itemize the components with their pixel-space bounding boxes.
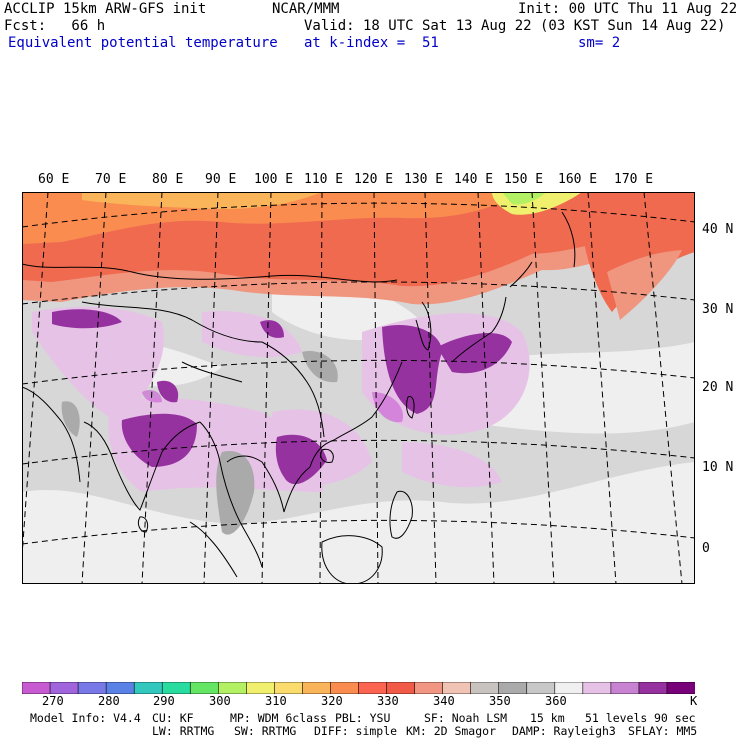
colorbar-tick: 320 — [321, 694, 343, 708]
level-index: at k-index = 51 — [304, 35, 439, 51]
timestep: 90 sec — [654, 711, 696, 725]
colorbar-swatch — [161, 682, 192, 694]
lon-label: 110 E — [304, 172, 344, 187]
colorbar-swatch — [470, 682, 500, 694]
colorbar-swatch — [302, 682, 332, 694]
init-time: Init: 00 UTC Thu 11 Aug 22 — [518, 1, 738, 17]
graticule — [22, 192, 695, 584]
colorbar-tick: 360 — [545, 694, 567, 708]
colorbar-swatch — [582, 682, 612, 694]
model-version: Model Info: V4.4 — [30, 711, 141, 725]
field-band-305 — [502, 192, 547, 205]
cumulus-scheme: CU: KF — [152, 711, 194, 725]
longwave-scheme: LW: RRTMG — [152, 724, 215, 738]
eddy-coefficient: KM: 2D Smagor — [406, 724, 497, 738]
surface-layer: SFLAY: MM5 — [628, 724, 698, 738]
lon-label: 60 E — [38, 172, 70, 187]
colorbar-swatch — [133, 682, 164, 694]
colorbar-swatch — [498, 682, 528, 694]
field-band-370 — [52, 309, 512, 485]
colorbar-tick: 270 — [42, 694, 64, 708]
colorbar-swatch — [638, 682, 668, 694]
valid-time: Valid: 18 UTC Sat 13 Aug 22 (03 KST Sun … — [304, 18, 726, 34]
colorbar-tick: 340 — [433, 694, 455, 708]
smoothing: sm= 2 — [578, 35, 621, 51]
colorbar-swatch — [526, 682, 556, 694]
colorbar-swatch — [666, 682, 695, 694]
microphysics: MP: WDM 6class — [230, 711, 327, 725]
institution: NCAR/MMM — [272, 1, 340, 17]
field-name: Equivalent potential temperature — [8, 35, 278, 51]
vertical-levels: 51 levels — [585, 711, 648, 725]
colorbar-swatch — [358, 682, 388, 694]
pbl-scheme: PBL: YSU — [335, 711, 391, 725]
lon-label: 80 E — [152, 172, 184, 187]
grid-spacing: 15 km — [530, 711, 565, 725]
colorbar-swatch — [442, 682, 472, 694]
colorbar-swatch — [386, 682, 416, 694]
colorbar-swatch — [274, 682, 304, 694]
map-frame — [22, 192, 695, 584]
colorbar-swatch — [77, 682, 107, 694]
lat-label: 0 — [702, 541, 710, 556]
colorbar-swatch — [246, 682, 276, 694]
shortwave-scheme: SW: RRTMG — [234, 724, 297, 738]
surface-scheme: SF: Noah LSM — [424, 711, 508, 725]
colorbar-swatch — [554, 682, 584, 694]
lon-label: 140 E — [454, 172, 494, 187]
colorbar-swatch — [217, 682, 248, 694]
colorbar-tick: 330 — [377, 694, 399, 708]
colorbar-tick: 280 — [98, 694, 120, 708]
lon-label: 90 E — [205, 172, 237, 187]
lat-label: 20 N — [702, 380, 734, 395]
colorbar-swatch — [22, 682, 51, 694]
lon-label: 100 E — [254, 172, 294, 187]
damping: DAMP: Rayleigh3 — [512, 724, 616, 738]
colorbar-swatch — [105, 682, 135, 694]
lon-label: 130 E — [404, 172, 444, 187]
colorbar-swatch — [189, 682, 220, 694]
lon-label: 160 E — [558, 172, 598, 187]
coastlines — [22, 211, 576, 584]
lon-label: 170 E — [614, 172, 654, 187]
lon-label: 150 E — [504, 172, 544, 187]
field-band-315 — [82, 192, 322, 210]
run-title: ACCLIP 15km ARW-GFS init — [4, 1, 207, 17]
theta-e-map — [22, 192, 695, 584]
colorbar-tick: 300 — [209, 694, 231, 708]
field-band-350 — [61, 351, 338, 535]
colorbar-swatch — [610, 682, 640, 694]
colorbar-tick: 290 — [153, 694, 175, 708]
colorbar-tick: 310 — [265, 694, 287, 708]
lat-label: 30 N — [702, 302, 734, 317]
forecast-hour: Fcst: 66 h — [4, 18, 106, 34]
colorbar-swatch — [330, 682, 360, 694]
field-tongue-340 — [607, 250, 682, 320]
colorbar-tick: 350 — [489, 694, 511, 708]
colorbar-swatch — [414, 682, 444, 694]
diffusion: DIFF: simple — [314, 724, 398, 738]
colorbar — [22, 682, 695, 694]
lat-label: 10 N — [702, 460, 734, 475]
colorbar-unit: K — [690, 694, 698, 708]
lon-label: 120 E — [354, 172, 394, 187]
colorbar-swatch — [49, 682, 79, 694]
lat-label: 40 N — [702, 222, 734, 237]
lon-label: 70 E — [95, 172, 127, 187]
